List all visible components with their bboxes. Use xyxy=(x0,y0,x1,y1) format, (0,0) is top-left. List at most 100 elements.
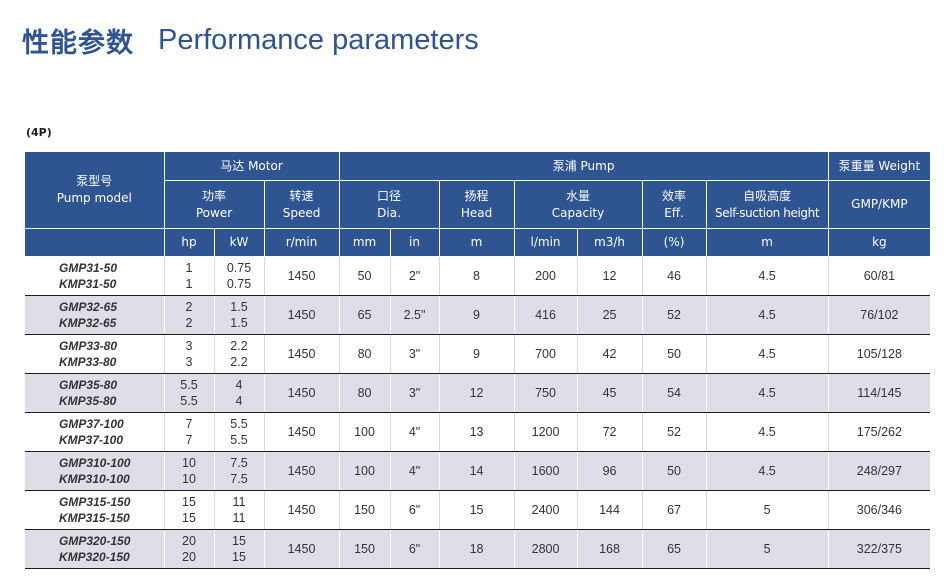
cell-efficiency: 67 xyxy=(642,490,707,530)
kw-gmp: 2.2 xyxy=(230,339,248,353)
cell-efficiency: 46 xyxy=(642,256,707,296)
cell-head: 8 xyxy=(439,256,515,296)
unit-lmin: l/min xyxy=(514,228,578,257)
model-kmp: KMP35-80 xyxy=(59,394,117,408)
cell-speed: 1450 xyxy=(264,412,340,452)
header-speed: 转速 Speed xyxy=(264,180,340,229)
unit-percent: (%) xyxy=(642,228,707,257)
cell-dia-mm: 80 xyxy=(339,373,391,413)
hp-gmp: 20 xyxy=(182,534,196,548)
model-kmp: KMP320-150 xyxy=(59,550,130,564)
cell-model: GMP32-65 KMP32-65 xyxy=(25,295,165,335)
cell-model: GMP37-100 KMP37-100 xyxy=(25,412,165,452)
table-row: GMP35-80 KMP35-80 5.5 5.5 4 4 1450 80 3" 12 750 45 5… xyxy=(25,373,931,413)
cell-capacity-m3h: 144 xyxy=(577,490,643,530)
table-row: GMP32-65 KMP32-65 2 2 1.5 1.5 1450 65 2.5" 9 416 25… xyxy=(25,295,931,335)
cell-speed: 1450 xyxy=(264,334,340,374)
hp-kmp: 10 xyxy=(182,472,196,486)
hp-kmp: 7 xyxy=(185,433,193,447)
header-capacity: 水量 Capacity xyxy=(514,180,643,229)
cell-efficiency: 50 xyxy=(642,334,707,374)
cell-model: GMP315-150 KMP315-150 xyxy=(25,490,165,530)
header-power: 功率 Power xyxy=(164,180,265,229)
cell-self-suction: 4.5 xyxy=(706,256,829,296)
cell-capacity-lmin: 200 xyxy=(514,256,578,296)
cell-weight: 105/128 xyxy=(828,334,931,374)
cell-capacity-m3h: 168 xyxy=(577,529,643,569)
cell-dia-mm: 150 xyxy=(339,529,391,569)
cell-kw: 5.5 5.5 xyxy=(214,412,265,452)
hp-gmp: 7 xyxy=(185,417,193,431)
hp-gmp: 15 xyxy=(182,495,196,509)
cell-weight: 306/346 xyxy=(828,490,931,530)
header-power-zh: 功率 xyxy=(201,188,226,203)
cell-head: 18 xyxy=(439,529,515,569)
cell-weight: 322/375 xyxy=(828,529,931,569)
header-head-zh: 扬程 xyxy=(464,188,489,203)
cell-capacity-m3h: 25 xyxy=(577,295,643,335)
kw-gmp: 1.5 xyxy=(230,300,248,314)
header-weight: 泵重量 Weight xyxy=(828,152,931,181)
cell-kw: 7.5 7.5 xyxy=(214,451,265,491)
cell-weight: 76/102 xyxy=(828,295,931,335)
header-speed-zh: 转速 xyxy=(289,188,314,203)
kw-kmp: 15 xyxy=(232,550,246,564)
cell-kw: 11 11 xyxy=(214,490,265,530)
unit-m3h: m3/h xyxy=(577,228,643,257)
kw-gmp: 15 xyxy=(232,534,246,548)
hp-gmp: 1 xyxy=(185,261,193,275)
header-unit-blank xyxy=(25,228,165,257)
table-row: GMP320-150 KMP320-150 20 20 15 15 1450 150 6" 18 2… xyxy=(25,529,931,569)
cell-head: 14 xyxy=(439,451,515,491)
cell-hp: 20 20 xyxy=(164,529,215,569)
table-row: GMP310-100 KMP310-100 10 10 7.5 7.5 1450 100 4" 1… xyxy=(25,451,931,491)
header-capacity-zh: 水量 xyxy=(566,188,591,203)
model-kmp: KMP32-65 xyxy=(59,316,117,330)
cell-hp: 5.5 5.5 xyxy=(164,373,215,413)
cell-model: GMP33-80 KMP33-80 xyxy=(25,334,165,374)
header-dia-zh: 口径 xyxy=(377,188,402,203)
cell-capacity-m3h: 96 xyxy=(577,451,643,491)
cell-efficiency: 52 xyxy=(642,295,707,335)
table-row: GMP315-150 KMP315-150 15 15 11 11 1450 150 6" 15 2… xyxy=(25,490,931,530)
model-gmp: GMP320-150 xyxy=(59,534,131,548)
cell-model: GMP35-80 KMP35-80 xyxy=(25,373,165,413)
unit-in: in xyxy=(390,228,440,257)
hp-kmp: 2 xyxy=(185,316,193,330)
cell-head: 13 xyxy=(439,412,515,452)
model-kmp: KMP37-100 xyxy=(59,433,124,447)
header-self-suction: 自吸高度 Self-suction height xyxy=(706,180,829,229)
cell-self-suction: 4.5 xyxy=(706,295,829,335)
cell-dia-mm: 100 xyxy=(339,451,391,491)
cell-weight: 60/81 xyxy=(828,256,931,296)
cell-self-suction: 5 xyxy=(706,490,829,530)
hp-gmp: 2 xyxy=(185,300,193,314)
hp-gmp: 3 xyxy=(185,339,193,353)
page-title-en: Performance parameters xyxy=(158,23,479,56)
kw-kmp: 1.5 xyxy=(230,316,248,330)
cell-efficiency: 65 xyxy=(642,529,707,569)
cell-dia-mm: 65 xyxy=(339,295,391,335)
cell-capacity-lmin: 416 xyxy=(514,295,578,335)
cell-efficiency: 50 xyxy=(642,451,707,491)
hp-gmp: 5.5 xyxy=(180,378,198,392)
cell-kw: 0.75 0.75 xyxy=(214,256,265,296)
hp-gmp: 10 xyxy=(182,456,196,470)
cell-dia-in: 3" xyxy=(390,373,440,413)
cell-kw: 1.5 1.5 xyxy=(214,295,265,335)
kw-kmp: 4 xyxy=(235,394,243,408)
cell-capacity-lmin: 1600 xyxy=(514,451,578,491)
cell-self-suction: 4.5 xyxy=(706,334,829,374)
cell-self-suction: 5 xyxy=(706,529,829,569)
cell-dia-in: 3" xyxy=(390,334,440,374)
cell-dia-in: 4" xyxy=(390,451,440,491)
model-gmp: GMP31-50 xyxy=(59,261,118,275)
cell-speed: 1450 xyxy=(264,256,340,296)
header-head-en: Head xyxy=(460,205,493,220)
header-pump-model-zh: 泵型号 xyxy=(76,174,113,188)
kw-kmp: 11 xyxy=(232,511,246,525)
